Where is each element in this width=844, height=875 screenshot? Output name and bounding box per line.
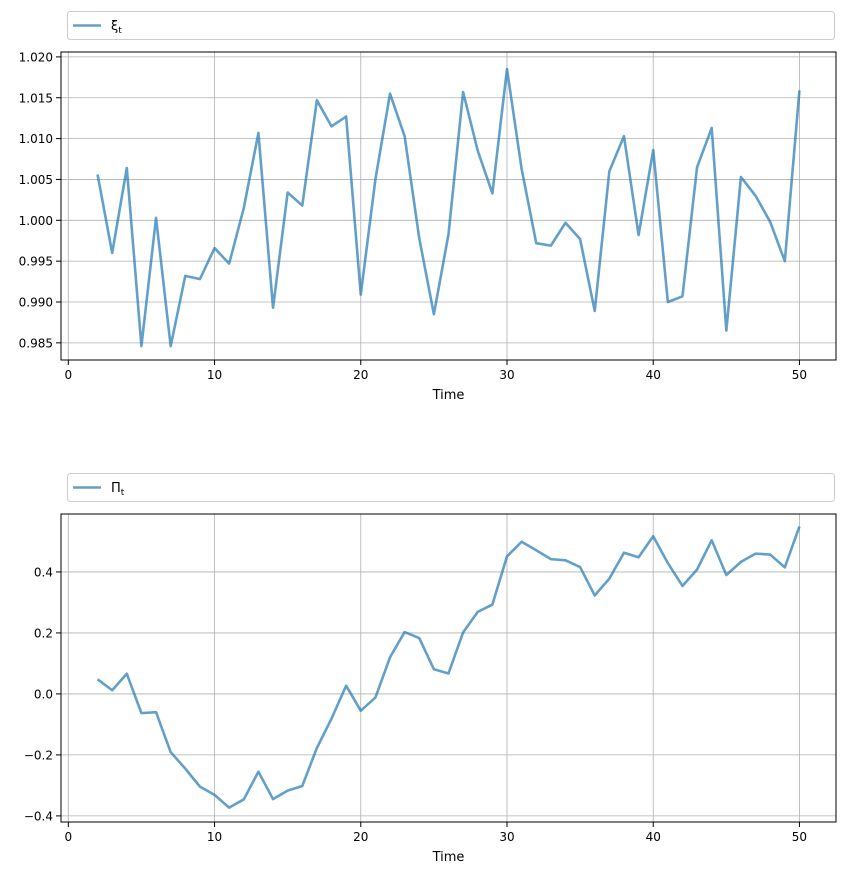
y-tick-label: 1.010 [19, 132, 53, 146]
x-tick-label: 30 [499, 368, 514, 382]
y-tick-label: 0.985 [19, 336, 53, 350]
x-tick-label: 40 [646, 830, 661, 844]
legend: Πt [67, 473, 835, 502]
y-tick-label: −0.2 [24, 748, 53, 762]
x-tick-label: 0 [64, 830, 72, 844]
y-tick-label: 1.000 [19, 214, 53, 228]
data-points [97, 69, 799, 346]
top-panel: ξt 0 10 20 30 40 50 0.985 0.990 0.995 1.000 1.005 1.… [19, 11, 837, 403]
axes-frame [60, 51, 837, 361]
legend-label: Πt [111, 481, 125, 498]
y-tick-label: 0.990 [19, 295, 53, 309]
x-tick-label: 30 [499, 830, 514, 844]
y-tick-label: 1.020 [19, 50, 53, 64]
x-tick-label: 50 [792, 830, 807, 844]
x-axis: 0 10 20 30 40 50 [64, 360, 807, 382]
series-line [96, 526, 801, 809]
bottom-panel: Πt 0 10 20 30 40 50 −0.4 −0.2 0.0 0.2 0.4 Time [24, 473, 837, 865]
x-tick-label: 20 [353, 368, 368, 382]
x-tick-label: 10 [207, 368, 222, 382]
y-tick-label: 0.2 [34, 626, 53, 640]
y-tick-label: 0.995 [19, 255, 53, 269]
legend-label-subscript: t [121, 488, 125, 498]
y-tick-label: −0.4 [24, 809, 53, 823]
legend-label: ξt [111, 19, 122, 36]
series-line [96, 67, 801, 348]
x-tick-label: 10 [207, 830, 222, 844]
legend: ξt [67, 11, 835, 40]
y-axis: −0.4 −0.2 0.0 0.2 0.4 [24, 565, 61, 823]
y-tick-label: 0.0 [34, 687, 53, 701]
legend-frame [67, 473, 835, 502]
grid [61, 514, 836, 822]
data-points [97, 526, 799, 807]
x-tick-label: 20 [353, 830, 368, 844]
x-axis-label: Time [432, 388, 465, 403]
y-tick-label: 1.015 [19, 91, 53, 105]
x-tick-label: 50 [792, 368, 807, 382]
x-tick-label: 40 [646, 368, 661, 382]
axes-frame [60, 513, 837, 823]
legend-label-base: Π [111, 481, 121, 496]
x-axis-label: Time [432, 850, 465, 865]
legend-label-subscript: t [118, 26, 122, 36]
legend-label-base: ξ [111, 19, 118, 34]
y-axis: 0.985 0.990 0.995 1.000 1.005 1.010 1.015 1.020 [19, 50, 61, 350]
y-tick-label: 0.4 [34, 565, 53, 579]
x-tick-label: 0 [64, 368, 72, 382]
x-axis: 0 10 20 30 40 50 [64, 822, 807, 844]
legend-frame [67, 11, 835, 40]
y-tick-label: 1.005 [19, 173, 53, 187]
